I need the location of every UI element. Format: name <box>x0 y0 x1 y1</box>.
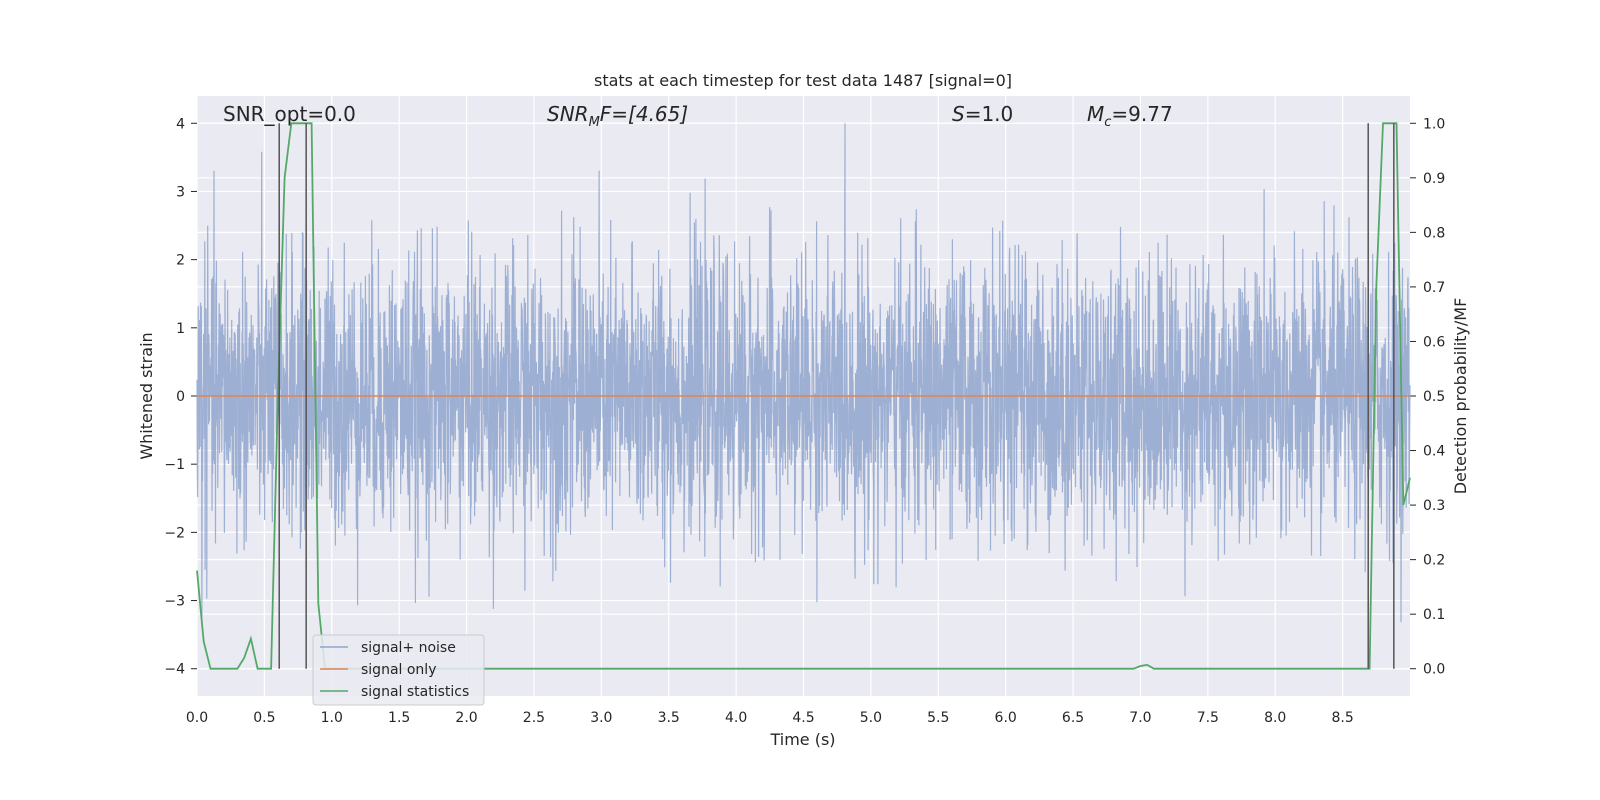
y-right-tick-label: 1.0 <box>1423 116 1445 132</box>
legend-box <box>312 634 485 706</box>
y-left-tick-label: −4 <box>164 662 185 678</box>
vertical-markers <box>278 123 1395 669</box>
x-tick-label: 2.5 <box>523 710 545 726</box>
y-right-axis-label: Detection probability/MF <box>1451 298 1470 495</box>
y-right-tick-label: 0.9 <box>1423 171 1445 187</box>
y-right-tick-label: 0.2 <box>1423 553 1445 569</box>
x-tick-label: 8.5 <box>1331 710 1353 726</box>
x-tick-label: 0.0 <box>186 710 208 726</box>
annotation-mc-value: =9.77 <box>1111 102 1172 126</box>
y-right-tick-label: 0.0 <box>1423 662 1445 678</box>
x-tick-label: 8.0 <box>1264 710 1286 726</box>
x-tick-label: 6.0 <box>995 710 1017 726</box>
y-left-tick-label: 1 <box>176 321 185 337</box>
series-signal-noise <box>196 123 1411 623</box>
chart-title: stats at each timestep for test data 148… <box>594 71 1012 90</box>
y-right-tick-label: 0.5 <box>1423 389 1445 405</box>
x-tick-labels: 0.0 0.5 1.0 1.5 2.0 2.5 3.0 3.5 4.0 4.5 5.0 5.5 6.0 6… <box>186 710 1354 726</box>
annotation-snr-mf-tail: F=[4.65] <box>600 102 688 126</box>
y-left-tick-label: −3 <box>164 594 185 610</box>
annotation-mc-main: M <box>1087 102 1104 126</box>
legend: signal+ noise signal only signal statist… <box>312 634 485 706</box>
y-right-tick-label: 0.1 <box>1423 607 1445 623</box>
x-tick-label: 5.5 <box>927 710 949 726</box>
y-right-tick-labels: 1.0 0.9 0.8 0.7 0.6 0.5 0.4 0.3 0.2 0.1 0.0 <box>1423 116 1445 677</box>
annotation-s-value: =1.0 <box>965 102 1014 126</box>
x-tick-label: 1.5 <box>388 710 410 726</box>
y-left-tick-labels: 4 3 2 1 0 −1 −2 −3 −4 <box>164 116 185 677</box>
annotation-s-main: S <box>952 102 965 126</box>
annotation-s: S=1.0 <box>952 102 1013 126</box>
y-left-axis-label: Whitened strain <box>137 332 156 459</box>
x-tick-label: 0.5 <box>253 710 275 726</box>
y-left-tick-label: 2 <box>176 253 185 269</box>
y-left-tick-label: 3 <box>176 184 185 200</box>
legend-label-signal-noise: signal+ noise <box>361 640 456 656</box>
annotation-snr-mf: SNRMF=[4.65] <box>547 102 688 130</box>
x-tick-label: 5.0 <box>860 710 882 726</box>
annotation-snr-opt: SNR_opt=0.0 <box>223 102 356 126</box>
y-left-tick-label: −1 <box>164 457 185 473</box>
x-tick-label: 3.0 <box>590 710 612 726</box>
x-tick-label: 4.0 <box>725 710 747 726</box>
x-tick-label: 6.5 <box>1062 710 1084 726</box>
x-tick-label: 7.5 <box>1197 710 1219 726</box>
y-right-tick-label: 0.4 <box>1423 444 1445 460</box>
y-left-tick-label: 4 <box>176 116 185 132</box>
x-tick-label: 2.0 <box>455 710 477 726</box>
noise-series <box>196 123 1411 623</box>
annotation-mc-sub: c <box>1104 115 1111 130</box>
y-left-tick-label: 0 <box>176 389 185 405</box>
y-right-tick-label: 0.6 <box>1423 334 1445 350</box>
annotation-mc: Mc=9.77 <box>1087 102 1173 130</box>
x-tick-label: 1.0 <box>321 710 343 726</box>
x-tick-label: 4.5 <box>792 710 814 726</box>
legend-label-signal-statistics: signal statistics <box>361 684 469 700</box>
annotation-snr-mf-main: SNR <box>547 102 589 126</box>
legend-label-signal-only: signal only <box>361 662 436 678</box>
y-right-tick-label: 0.7 <box>1423 280 1445 296</box>
x-axis-label: Time (s) <box>769 730 835 749</box>
x-tick-label: 7.0 <box>1129 710 1151 726</box>
x-tick-label: 3.5 <box>658 710 680 726</box>
y-right-tick-label: 0.3 <box>1423 498 1445 514</box>
annotation-snr-mf-sub: M <box>589 115 600 130</box>
y-left-tick-label: −2 <box>164 525 185 541</box>
y-right-tick-label: 0.8 <box>1423 225 1445 241</box>
